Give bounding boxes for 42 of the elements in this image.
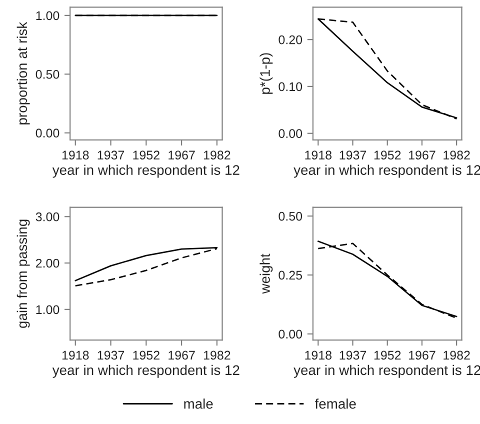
x-tick-label: 1937: [340, 350, 366, 360]
x-axis-title: year in which respondent is 12: [294, 164, 480, 178]
x-tick-label: 1982: [444, 150, 470, 160]
y-tick-label: 1.00: [36, 11, 60, 20]
x-axis-title: year in which respondent is 12: [52, 164, 240, 178]
x-tick-label: 1937: [98, 350, 124, 360]
x-tick-label: 1982: [444, 350, 470, 360]
y-axis-title: weight: [260, 254, 273, 294]
y-tick-label: 0.25: [278, 270, 302, 280]
x-tick-label: 1967: [409, 150, 436, 160]
x-tick-label: 1918: [305, 350, 332, 360]
x-tick-label: 1982: [204, 350, 230, 360]
y-tick-label: 0.20: [278, 35, 302, 44]
x-tick-label: 1982: [204, 150, 230, 160]
legend-label: male: [184, 398, 213, 409]
x-tick-label: 1918: [305, 150, 332, 160]
y-axis-title: gain from passing: [16, 220, 30, 328]
y-tick-label: 3.00: [36, 212, 60, 222]
y-axis-title: p*(1-p): [260, 53, 273, 94]
x-tick-label: 1952: [374, 350, 401, 360]
x-tick-label: 1967: [168, 350, 195, 360]
x-tick-label: 1952: [133, 150, 160, 160]
legend-label: female: [314, 398, 356, 409]
y-tick-label: 0.10: [278, 82, 302, 92]
x-tick-label: 1918: [62, 350, 89, 360]
y-tick-label: 2.00: [36, 258, 60, 268]
y-tick-label: 0.00: [36, 128, 60, 138]
x-tick-label: 1967: [409, 350, 436, 360]
x-tick-label: 1967: [168, 150, 195, 160]
x-axis-title: year in which respondent is 12: [294, 364, 480, 378]
y-axis-title: proportion at risk: [16, 22, 30, 124]
y-tick-label: 1.00: [36, 305, 60, 314]
x-tick-label: 1952: [133, 350, 160, 360]
x-tick-label: 1937: [340, 150, 366, 160]
y-tick-label: 0.00: [278, 330, 302, 339]
x-tick-label: 1937: [98, 150, 124, 160]
x-axis-title: year in which respondent is 12: [52, 364, 240, 378]
y-tick-label: 0.00: [278, 129, 302, 138]
x-tick-label: 1952: [374, 150, 401, 160]
y-tick-label: 0.50: [278, 212, 302, 221]
x-tick-label: 1918: [62, 150, 89, 160]
y-tick-label: 0.50: [36, 70, 60, 79]
